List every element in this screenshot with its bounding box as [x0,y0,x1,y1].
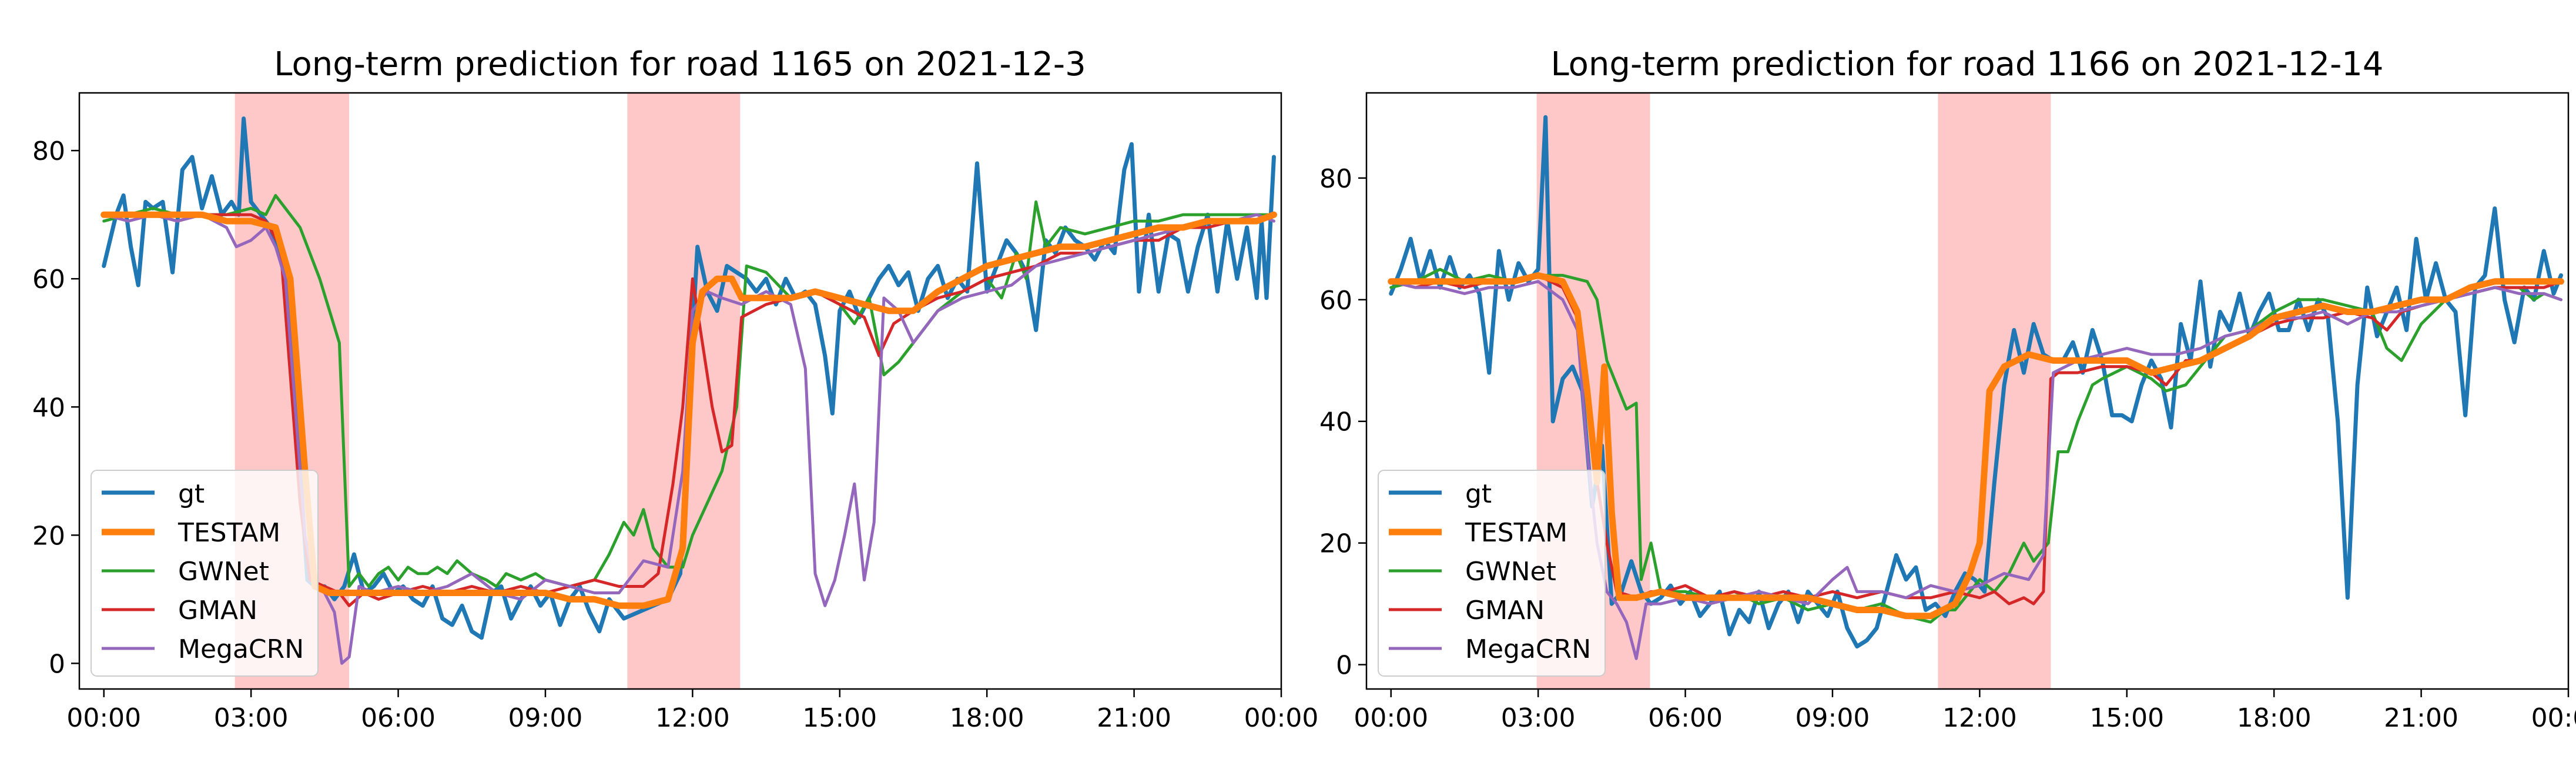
legend-label-gt: gt [178,479,205,509]
series-line-testam [101,211,1277,609]
legend-label-megacrn: MegaCRN [178,634,304,664]
x-tick-label: 18:00 [950,703,1024,733]
legend-label-gt: gt [1465,479,1492,509]
legend: gt TESTAM GWNet GMAN MegaCRN [1378,470,1606,677]
legend-label-testam: TESTAM [177,518,280,548]
x-tick-label: 09:00 [508,703,583,733]
legend-label-gman: GMAN [178,596,257,626]
legend-label-testam: TESTAM [1465,518,1567,548]
x-tick-label: 18:00 [2237,703,2312,733]
legend-label-gman: GMAN [1465,596,1545,626]
series-line-megacrn [102,213,1275,665]
x-tick-label: 06:00 [361,703,436,733]
x-tick-label: 03:00 [1501,703,1576,733]
y-axis: 0 20 40 60 80 [32,136,79,679]
y-tick-label: 20 [1319,529,1352,559]
y-tick-label: 0 [1336,651,1352,681]
legend-label-megacrn: MegaCRN [1465,634,1591,664]
series-group [1388,115,2564,660]
x-axis: 00:00 03:00 06:00 09:00 12:00 15:00 18:00 21:00… [66,689,1318,733]
legend-frame [91,470,319,677]
series-group [101,116,1277,665]
y-tick-label: 80 [32,136,65,166]
x-tick-label: 15:00 [2089,703,2164,733]
x-tick-label: 00:00 [2531,703,2576,733]
x-axis: 00:00 03:00 06:00 09:00 12:00 15:00 18:00 21:00… [1354,689,2576,733]
x-tick-label: 12:00 [1942,703,2017,733]
x-tick-label: 09:00 [1796,703,1870,733]
y-tick-label: 40 [32,393,65,423]
x-tick-label: 03:00 [214,703,289,733]
chart-title: Long-term prediction for road 1165 on 20… [274,45,1086,83]
x-tick-label: 00:00 [66,703,141,733]
y-tick-label: 40 [1319,407,1352,437]
x-tick-label: 21:00 [2384,703,2458,733]
legend-frame [1378,470,1606,677]
y-tick-label: 60 [32,265,65,295]
plot-frame [1365,92,2570,690]
plot-frame [78,92,1282,690]
x-tick-label: 21:00 [1097,703,1171,733]
x-tick-label: 00:00 [1244,703,1319,733]
series-line-testam [1388,272,2564,620]
chart-title: Long-term prediction for road 1166 on 20… [1550,45,2383,83]
y-tick-label: 0 [49,649,65,679]
y-tick-label: 80 [1319,164,1352,194]
x-tick-label: 06:00 [1648,703,1723,733]
x-tick-label: 15:00 [802,703,877,733]
chart-panel-road-1166: 0 20 40 60 80 00:00 03:00 06:00 09:00 12:00 15:00… [1319,45,2576,733]
legend: gt TESTAM GWNet GMAN MegaCRN [91,470,319,677]
x-tick-label: 00:00 [1354,703,1428,733]
legend-label-gwnet: GWNet [178,557,269,587]
x-tick-label: 12:00 [655,703,730,733]
chart-panel-road-1165: 0 20 40 60 80 00:00 03:00 06:00 09:00 12:00 15:00… [32,45,1318,733]
legend-label-gwnet: GWNet [1465,557,1556,587]
y-tick-label: 60 [1319,286,1352,316]
series-line-megacrn [1389,280,2562,660]
y-axis: 0 20 40 60 80 [1319,164,1366,681]
y-tick-label: 20 [32,521,65,551]
